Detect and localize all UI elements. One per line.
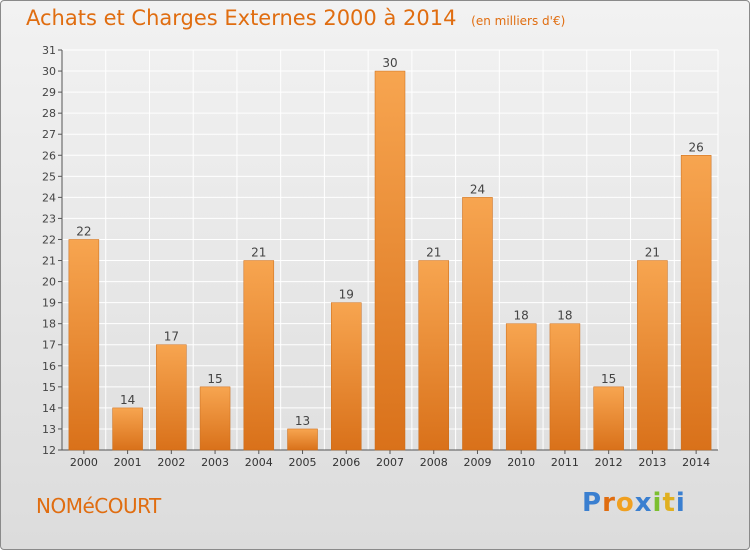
- brand-letter: t: [662, 488, 676, 518]
- y-tick-label: 13: [42, 423, 56, 436]
- bar-2002: [156, 344, 187, 451]
- y-tick-label: 24: [42, 191, 56, 204]
- x-tick-label-2013: 2013: [638, 456, 666, 469]
- bar-2003: [199, 386, 231, 451]
- y-tick-label: 28: [42, 107, 56, 120]
- x-tick-label-2001: 2001: [114, 456, 142, 469]
- y-tick-label: 29: [42, 86, 56, 99]
- y-tick-label: 26: [42, 149, 56, 162]
- data-label-2011: 18: [557, 309, 572, 323]
- bar-2001: [112, 407, 143, 451]
- y-tick-label: 20: [42, 276, 56, 289]
- y-tick-label: 30: [42, 65, 56, 78]
- x-tick-label-2011: 2011: [551, 456, 579, 469]
- brand-letter: o: [615, 488, 635, 518]
- y-tick-label: 23: [42, 212, 56, 225]
- y-tick-label: 25: [42, 170, 56, 183]
- data-label-2014: 26: [688, 140, 703, 154]
- x-tick-label-2008: 2008: [420, 456, 448, 469]
- proxiti-logo[interactable]: Proxiti: [582, 488, 686, 518]
- bar-2004: [243, 260, 275, 451]
- bar-2014: [680, 155, 712, 451]
- brand-letter: r: [602, 488, 616, 518]
- x-tick-label-2005: 2005: [289, 456, 317, 469]
- x-tick-label-2003: 2003: [201, 456, 229, 469]
- bar-2008: [418, 260, 449, 451]
- x-tick-label-2004: 2004: [245, 456, 273, 469]
- x-tick-label-2010: 2010: [507, 456, 535, 469]
- y-tick-label: 27: [42, 128, 56, 141]
- bar-2000: [68, 239, 100, 451]
- data-label-2004: 21: [251, 246, 266, 260]
- data-label-2002: 17: [164, 330, 179, 344]
- y-tick-label: 19: [42, 297, 56, 310]
- data-label-2009: 24: [470, 182, 485, 196]
- bar-2013: [637, 260, 668, 451]
- brand-letter: x: [634, 488, 653, 518]
- brand-letter: i: [652, 488, 663, 518]
- data-label-2001: 14: [120, 393, 135, 407]
- bar-2005: [287, 428, 318, 451]
- bar-2007: [374, 70, 406, 451]
- chart-title: Achats et Charges Externes 2000 à 2014 (…: [26, 6, 565, 30]
- data-label-2007: 30: [382, 56, 397, 70]
- x-tick-label-2000: 2000: [70, 456, 98, 469]
- data-label-2006: 19: [339, 288, 354, 302]
- data-label-2000: 22: [76, 224, 91, 238]
- x-tick-label-2002: 2002: [157, 456, 185, 469]
- data-label-2010: 18: [514, 309, 529, 323]
- y-tick-label: 17: [42, 339, 56, 352]
- bar-2010: [505, 323, 537, 451]
- x-tick-label-2007: 2007: [376, 456, 404, 469]
- brand-letter: i: [675, 488, 686, 518]
- x-tick-label-2012: 2012: [595, 456, 623, 469]
- brand-letter: P: [582, 488, 603, 518]
- y-tick-label: 22: [42, 233, 56, 246]
- bar-2009: [462, 197, 493, 451]
- y-tick-label: 21: [42, 255, 56, 268]
- commune-name: NOMéCOURT: [36, 494, 161, 518]
- data-label-2008: 21: [426, 246, 441, 260]
- y-tick-label: 18: [42, 318, 56, 331]
- bar-2011: [549, 323, 581, 451]
- x-tick-label-2009: 2009: [463, 456, 491, 469]
- chart-title-text: Achats et Charges Externes 2000 à 2014: [26, 6, 457, 30]
- data-label-2003: 15: [207, 372, 222, 386]
- bar-2006: [331, 302, 362, 451]
- chart-subtitle: (en milliers d'€): [471, 14, 566, 28]
- data-label-2013: 21: [645, 246, 660, 260]
- data-label-2005: 13: [295, 414, 310, 428]
- y-tick-label: 15: [42, 381, 56, 394]
- y-tick-label: 14: [42, 402, 56, 415]
- y-tick-label: 16: [42, 360, 56, 373]
- labels: 12 13 14 15 16 17 18 19 20 21 22 23 24 25 26 27 28 29 30 31…: [42, 44, 710, 469]
- x-tick-label-2006: 2006: [332, 456, 360, 469]
- bar-2012: [593, 386, 624, 451]
- data-label-2012: 15: [601, 372, 616, 386]
- bars: [68, 70, 712, 451]
- y-tick-label: 12: [42, 444, 56, 457]
- x-tick-label-2014: 2014: [682, 456, 710, 469]
- y-tick-label: 31: [42, 44, 56, 57]
